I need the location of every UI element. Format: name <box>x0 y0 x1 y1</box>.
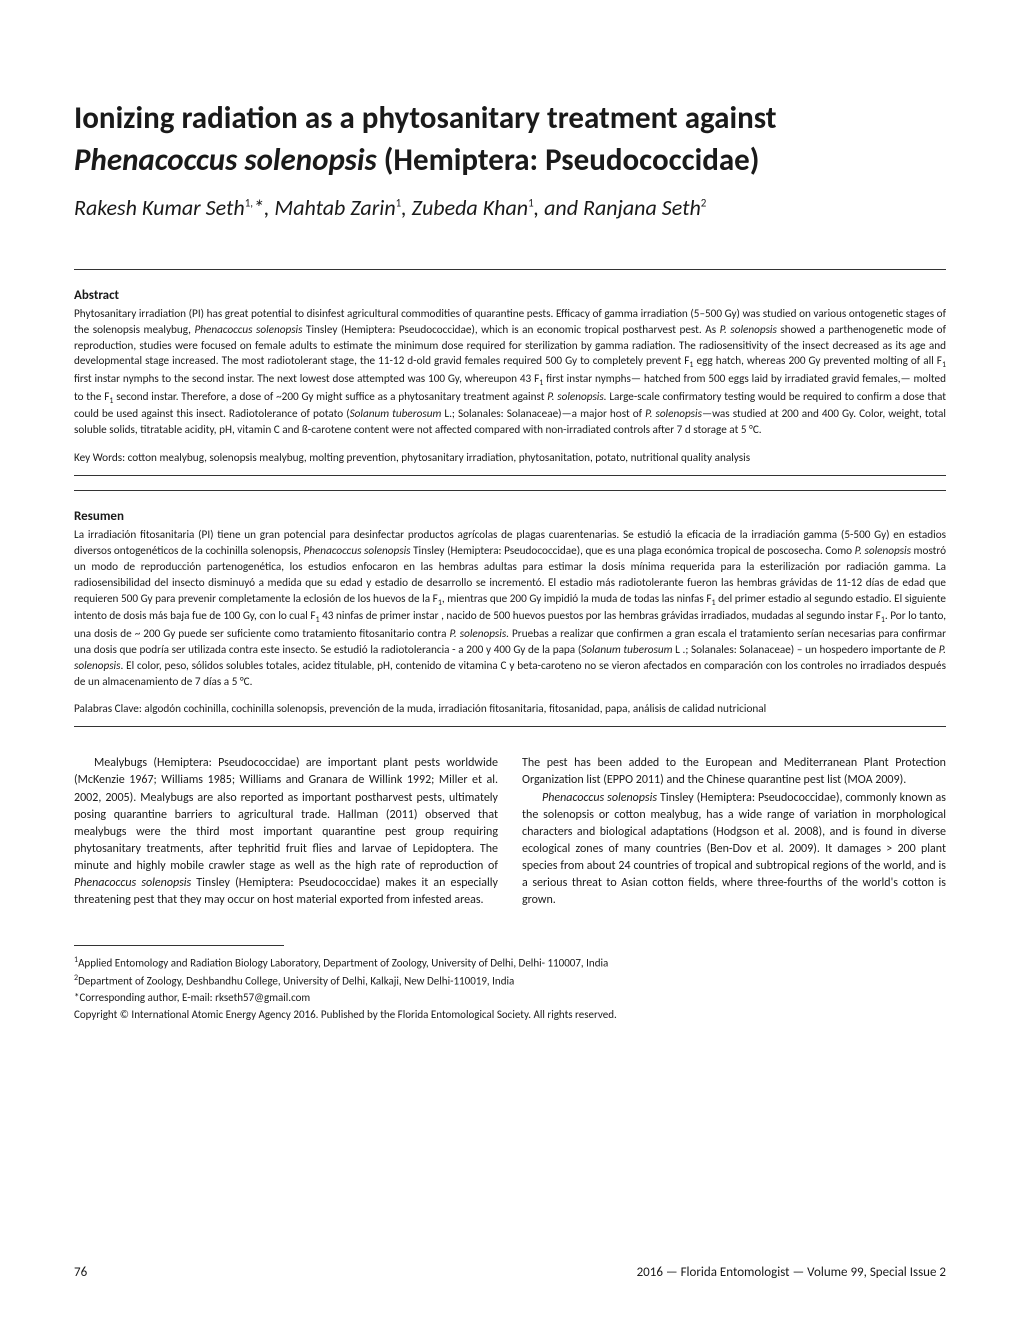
title-species: Phenacoccus solenopsis <box>74 141 377 179</box>
keywords-text: cotton mealybug, solenopsis mealybug, mo… <box>128 451 750 465</box>
footnote-separator <box>74 945 284 946</box>
article-title: Ionizing radiation as a phytosanitary tr… <box>74 98 946 182</box>
footnotes-block: 1Applied Entomology and Radiation Biolog… <box>74 954 946 1023</box>
footer-journal-info: 2016 — Florida Entomologist — Volume 99,… <box>637 1265 946 1280</box>
footnote-corresponding: *Corresponding author, E-mail: rkseth57@… <box>74 990 946 1007</box>
footnote-affiliation-1: 1Applied Entomology and Radiation Biolog… <box>74 954 946 972</box>
palabras-label: Palabras Clave: <box>74 702 144 716</box>
body-columns: Mealybugs (Hemiptera: Pseudococcidae) ar… <box>74 755 946 908</box>
footnote-affiliation-2: 2Department of Zoology, Deshbandhu Colle… <box>74 972 946 990</box>
page-footer: 76 2016 — Florida Entomologist — Volume … <box>74 1265 946 1280</box>
palabras-line: Palabras Clave: algodón cochinilla, coch… <box>74 702 946 716</box>
authors-line: Rakesh Kumar Seth1,*, Mahtab Zarin1, Zub… <box>74 194 946 221</box>
resumen-heading: Resumen <box>74 509 946 524</box>
keywords-label: Key Words: <box>74 451 128 465</box>
resumen-body: La irradiación fitosanitaria (PI) tiene … <box>74 528 946 690</box>
column-left: Mealybugs (Hemiptera: Pseudococcidae) ar… <box>74 755 498 908</box>
abstract-block: Abstract Phytosanitary irradiation (PI) … <box>74 269 946 476</box>
column-right: The pest has been added to the European … <box>522 755 946 908</box>
footnote-copyright: Copyright © International Atomic Energy … <box>74 1007 946 1024</box>
abstract-body: Phytosanitary irradiation (PI) has great… <box>74 307 946 439</box>
title-suffix: (Hemiptera: Pseudococcidae) <box>377 141 760 179</box>
title-line1: Ionizing radiation as a phytosanitary tr… <box>74 99 776 137</box>
page-number: 76 <box>74 1265 87 1280</box>
resumen-block: Resumen La irradiación fitosanitaria (PI… <box>74 490 946 727</box>
keywords-line: Key Words: cotton mealybug, solenopsis m… <box>74 451 946 465</box>
palabras-text: algodón cochinilla, cochinilla solenopsi… <box>144 702 766 716</box>
abstract-heading: Abstract <box>74 288 946 303</box>
